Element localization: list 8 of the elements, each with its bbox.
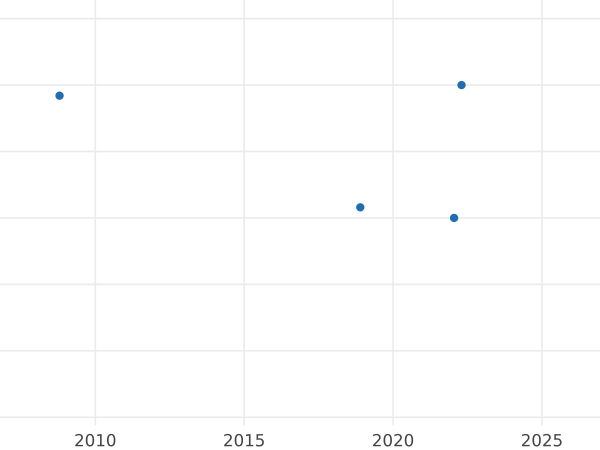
x-tick-label: 2015 [224,434,264,446]
x-tick-label: 2020 [373,434,414,446]
x-tick-label: 2025 [522,434,562,446]
point [450,214,458,222]
point [356,203,364,212]
point [55,92,64,100]
x-tick-label: 2010 [75,434,116,446]
point [457,80,466,90]
